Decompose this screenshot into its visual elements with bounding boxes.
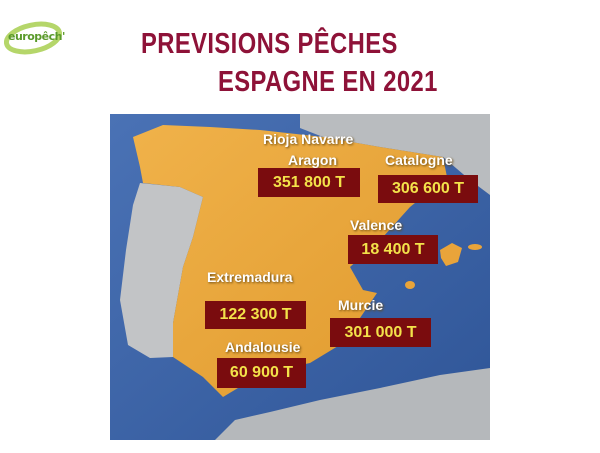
value-box-aragon: 351 800 T	[258, 168, 360, 197]
region-label-valence: Valence	[350, 217, 403, 233]
region-label-rioja-navarre: Rioja Navarre	[263, 131, 354, 147]
region-label-aragon: Aragon	[288, 152, 337, 168]
france-land	[300, 114, 490, 195]
portugal-land	[120, 183, 203, 358]
africa-land	[215, 368, 490, 440]
value-box-murcie: 301 000 T	[330, 318, 431, 347]
logo-text: europêch'	[8, 30, 65, 43]
value-box-andalousie: 60 900 T	[217, 358, 306, 388]
menorca-island	[468, 244, 482, 250]
region-label-catalogne: Catalogne	[385, 152, 453, 168]
value-box-valence: 18 400 T	[348, 235, 438, 264]
region-label-andalousie: Andalousie	[225, 339, 301, 355]
page-title-line2: ESPAGNE EN 2021	[218, 66, 438, 98]
page-title-line1: PREVISIONS PÊCHES	[141, 28, 398, 60]
logo-swoosh-icon	[3, 21, 63, 55]
value-box-extremadura: 122 300 T	[205, 301, 306, 329]
spain-land	[133, 125, 447, 397]
europech-logo	[3, 18, 63, 56]
ibiza-island	[405, 281, 415, 289]
mallorca-island	[440, 243, 462, 266]
region-label-extremadura: Extremadura	[207, 269, 293, 285]
value-box-catalogne: 306 600 T	[378, 175, 478, 203]
region-label-murcie: Murcie	[338, 297, 384, 313]
